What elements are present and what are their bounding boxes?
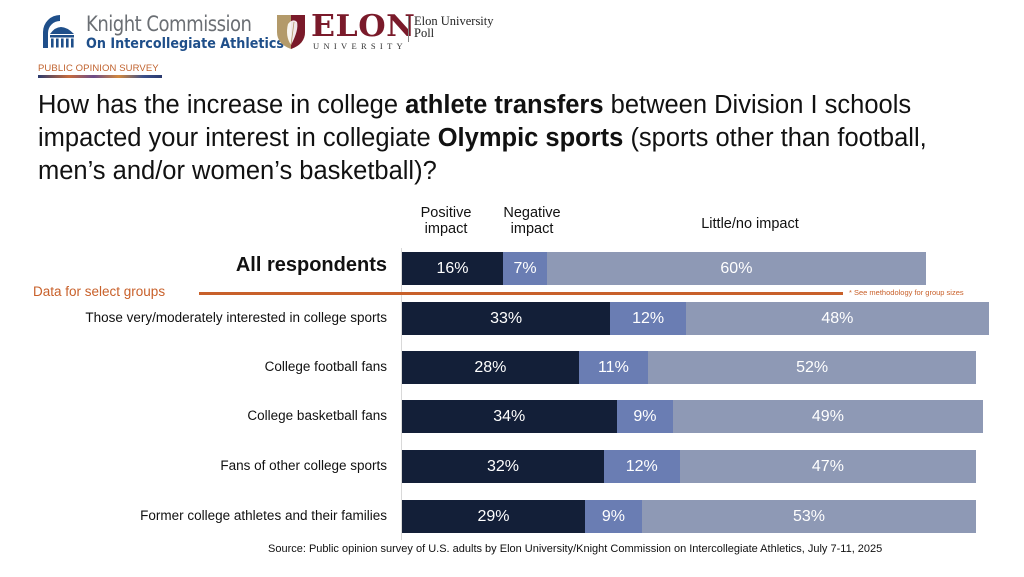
bar-segment-little-no-impact (685, 302, 989, 335)
bar-segment-positive (402, 252, 503, 285)
survey-tag-underline (38, 75, 162, 78)
data-label-positive: 28% (474, 359, 507, 376)
shield-feather-icon (277, 15, 305, 49)
category-label: Those very/moderately interested in coll… (85, 310, 387, 325)
category-label-all-respondents: All respondents (235, 254, 387, 276)
data-label-positive: 34% (493, 408, 526, 425)
bar-segment-negative (610, 302, 686, 335)
data-label-negative: 12% (625, 458, 658, 475)
legend-little-no-impact: Little/no impact (701, 216, 799, 232)
legend-negative-line2: impact (510, 221, 554, 237)
bar-segment-negative (502, 252, 548, 285)
bar-segment-negative (616, 400, 674, 433)
elon-university-logo: ELON UNIVERSITY Elon University Poll (275, 9, 515, 52)
elon-university-subtext: UNIVERSITY (313, 41, 407, 51)
bar-segment-negative (603, 450, 680, 483)
data-label-negative: 7% (513, 260, 537, 277)
capitol-dome-icon (43, 15, 74, 48)
bar-segment-little-no-impact (641, 500, 977, 533)
category-label: Former college athletes and their famili… (140, 508, 387, 523)
question-text-1: How has the increase in college (38, 91, 406, 119)
bar-segment-little-no-impact (547, 252, 926, 285)
data-label-positive: 29% (477, 508, 510, 525)
bar-segment-little-no-impact (679, 450, 977, 483)
legend-positive-impact: Positive impact (408, 205, 484, 237)
elon-poll-line2: Poll (414, 26, 435, 40)
bar-segment-little-no-impact (673, 400, 983, 433)
question-bold-1: athlete transfers (405, 91, 604, 119)
data-label-little-no-impact: 47% (811, 458, 844, 475)
survey-tag: PUBLIC OPINION SURVEY (38, 63, 159, 74)
data-label-negative: 12% (632, 310, 665, 327)
bar-segment-little-no-impact (648, 351, 977, 384)
data-label-little-no-impact: 60% (720, 260, 753, 277)
source-note: Source: Public opinion survey of U.S. ad… (268, 543, 883, 555)
elon-poll-line1: Elon University (414, 14, 494, 28)
data-label-little-no-impact: 53% (792, 508, 825, 525)
legend-negative-impact: Negative impact (492, 205, 572, 237)
data-label-little-no-impact: 52% (796, 359, 829, 376)
knight-logo-subtitle: On Intercollegiate Athletics (86, 36, 285, 52)
logo-separator (408, 16, 409, 42)
question-text-2: between Division I schools impacted your… (38, 91, 912, 152)
question-title: How has the increase in college athlete … (38, 89, 998, 188)
bar-segment-positive (402, 351, 579, 384)
knight-logo-title: Knight Commission (86, 12, 252, 36)
bar-segment-positive (402, 400, 617, 433)
data-label-positive: 33% (490, 310, 523, 327)
data-label-positive: 16% (436, 260, 469, 277)
legend-positive-line1: Positive (420, 205, 472, 221)
legend-negative-line1: Negative (503, 205, 561, 221)
elon-wordmark: ELON (311, 9, 416, 44)
data-label-little-no-impact: 48% (821, 310, 854, 327)
question-bold-2: Olympic sports (437, 124, 624, 152)
bar-segment-negative (578, 351, 649, 384)
category-label: College football fans (264, 359, 387, 374)
category-label: Fans of other college sports (220, 458, 387, 473)
category-axis-line (401, 248, 402, 540)
question-text-3: (sports other than football, men’s and/o… (38, 124, 927, 185)
data-label-negative: 9% (601, 508, 625, 525)
bar-segment-positive (402, 450, 604, 483)
category-label: College basketball fans (247, 408, 387, 423)
legend-positive-line2: impact (424, 221, 468, 237)
data-label-little-no-impact: 49% (811, 408, 844, 425)
knight-commission-logo: Knight Commission On Intercollegiate Ath… (40, 12, 284, 52)
bar-segment-positive (402, 302, 611, 335)
select-groups-divider-label: Data for select groups (33, 284, 166, 299)
data-label-negative: 11% (597, 359, 629, 376)
elon-poll-label: Elon University Poll (414, 14, 494, 40)
select-groups-divider-line (199, 292, 843, 295)
data-label-negative: 9% (633, 408, 657, 425)
bar-segment-positive (402, 500, 585, 533)
data-label-positive: 32% (486, 458, 519, 475)
methodology-note: * See methodology for group sizes (849, 288, 964, 297)
bar-segment-negative (584, 500, 642, 533)
